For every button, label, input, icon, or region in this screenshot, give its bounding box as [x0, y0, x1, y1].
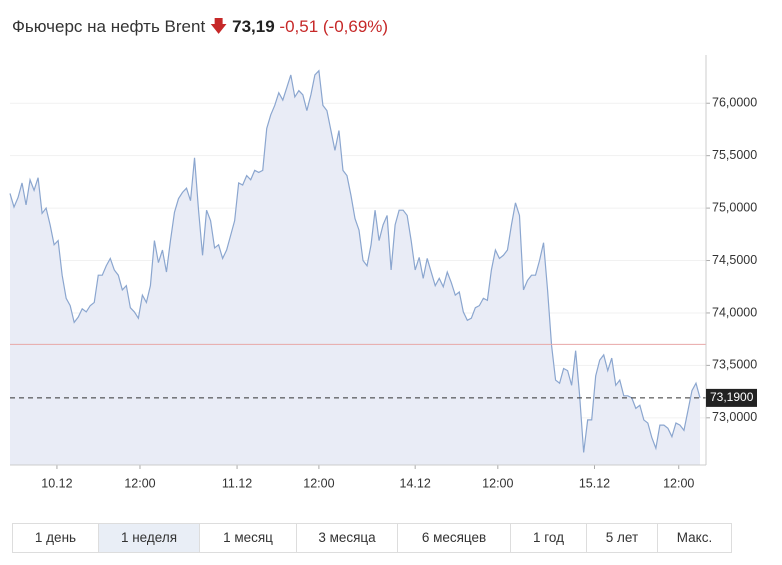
x-tick-label: 12:00: [124, 476, 155, 490]
x-tick-label: 11.12: [222, 476, 252, 490]
period-button[interactable]: 5 лет: [587, 524, 658, 552]
x-tick-label: 14.12: [400, 476, 431, 490]
header: Фьючерс на нефть Brent 🡇 73,19 -0,51 (-0…: [12, 14, 388, 43]
last-price-tag: [706, 388, 757, 407]
period-selector: 1 день 1 неделя 1 месяц 3 месяца 6 месяцев 1 …: [12, 523, 732, 553]
x-tick-label: 10.12: [41, 476, 72, 490]
x-tick-label: 15.12: [579, 476, 610, 490]
y-tick-label: 76,0000: [712, 96, 757, 110]
x-tick-label: 12:00: [303, 476, 334, 490]
y-tick-label: 74,5000: [712, 253, 757, 267]
x-tick-label: 12:00: [482, 476, 513, 490]
period-button[interactable]: 3 месяца: [297, 524, 398, 552]
chart: Investing.com73,000073,500074,000074,500…: [9, 55, 757, 490]
y-tick-label: 73,0000: [712, 410, 757, 424]
area: [10, 70, 700, 466]
period-button[interactable]: 1 год: [511, 524, 587, 552]
title: Фьючерс на нефть Brent: [12, 17, 206, 36]
period-button[interactable]: 1 день: [13, 524, 99, 552]
period-button[interactable]: 6 месяцев: [398, 524, 511, 552]
y-tick-label: 73,5000: [712, 358, 757, 372]
last-price-label: 73,1900: [710, 390, 754, 404]
change: -0,51: [279, 17, 319, 36]
y-tick-label: 74,0000: [712, 305, 757, 319]
price: 73,19: [232, 17, 275, 36]
period-button[interactable]: 1 неделя: [99, 524, 200, 552]
y-tick-label: 75,5000: [712, 148, 757, 162]
price-line: [9, 69, 701, 453]
y-tick-label: 75,0000: [712, 200, 757, 214]
period-button[interactable]: 1 месяц: [200, 524, 297, 552]
period-button[interactable]: Макс.: [676, 530, 713, 545]
x-tick-label: 12:00: [663, 476, 694, 490]
change-percent: (-0,69%): [322, 17, 389, 36]
down-arrow: 🡇: [209, 17, 228, 36]
